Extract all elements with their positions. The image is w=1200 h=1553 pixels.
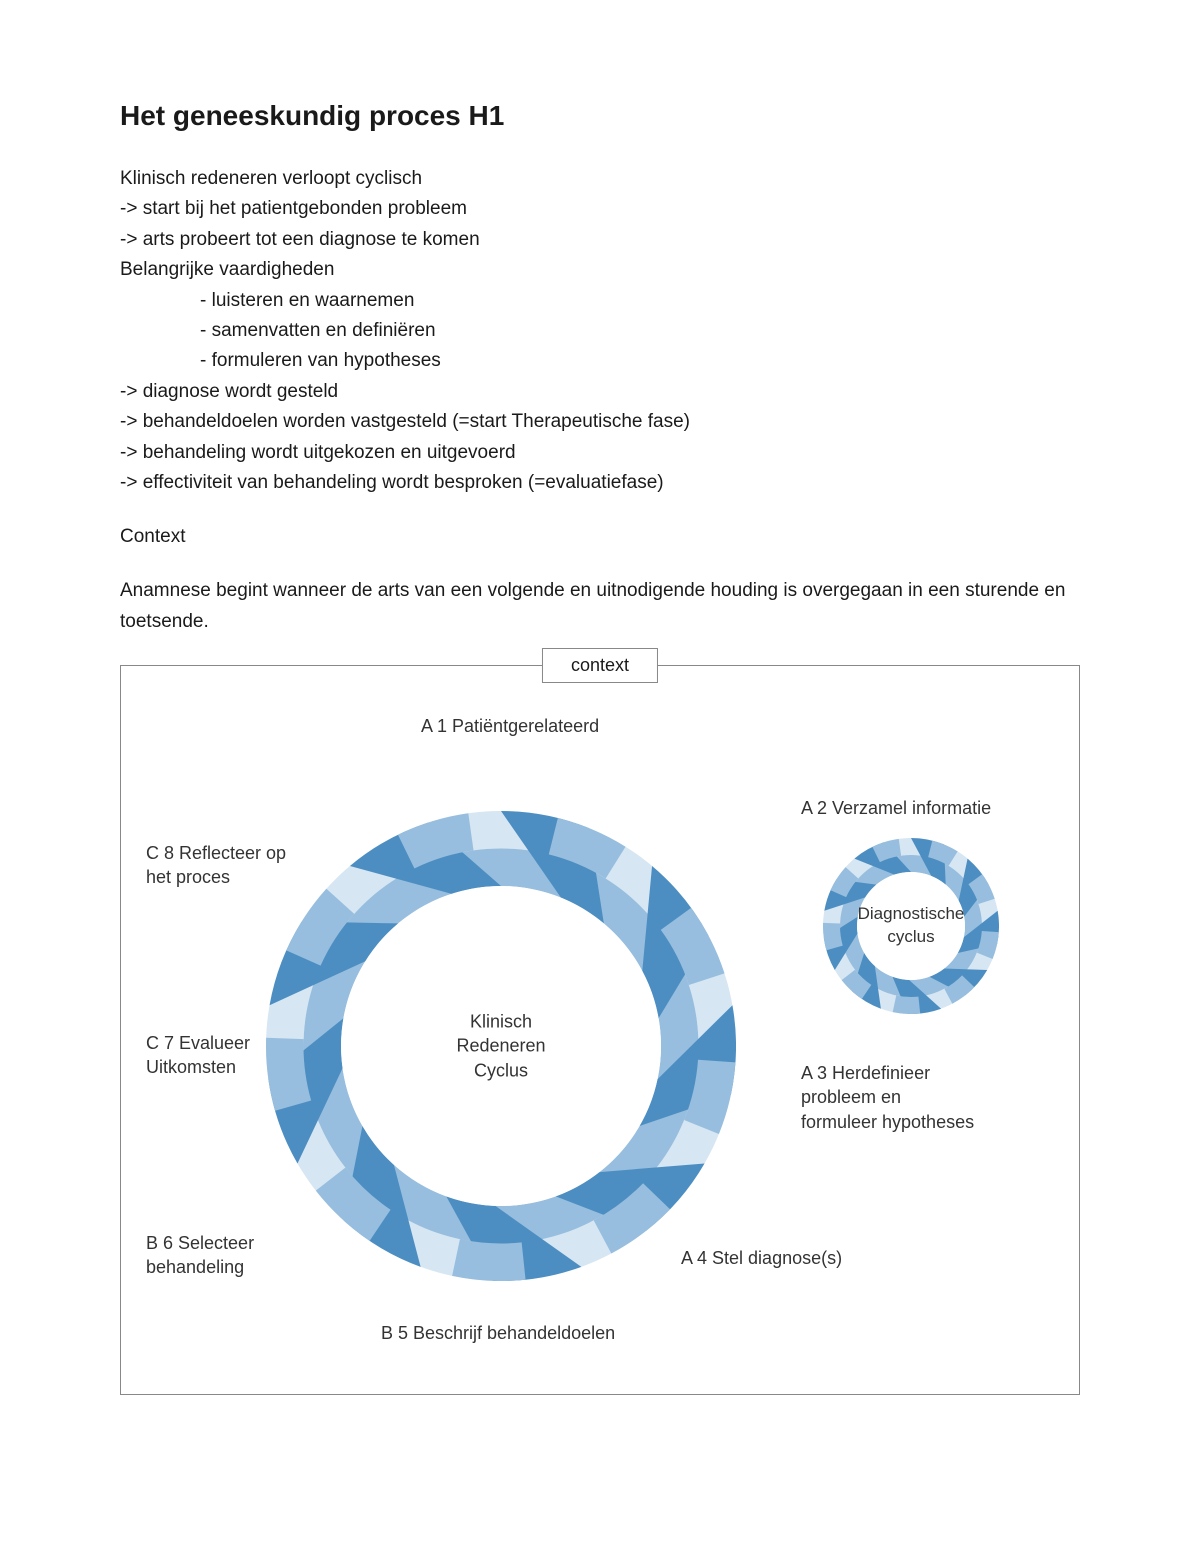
main-ring-center-label: Klinisch Redeneren Cyclus [456, 1010, 545, 1083]
main-ring: Klinisch Redeneren Cyclus [266, 811, 736, 1281]
label-line: B 6 Selecteer [146, 1233, 254, 1253]
label-a1: A 1 Patiëntgerelateerd [421, 714, 599, 738]
line: -> behandeldoelen worden vastgesteld (=s… [120, 407, 1080, 437]
label-line: A 3 Herdefinieer [801, 1063, 930, 1083]
label-line: C 7 Evalueer [146, 1033, 250, 1053]
small-ring-center-label: Diagnostische cyclus [858, 903, 965, 949]
center-line: cyclus [887, 927, 934, 946]
label-a4: A 4 Stel diagnose(s) [681, 1246, 842, 1270]
label-line: formuleer hypotheses [801, 1112, 974, 1132]
label-a3: A 3 Herdefinieer probleem en formuleer h… [801, 1061, 974, 1134]
anamnese-text: Anamnese begint wanneer de arts van een … [120, 576, 1080, 637]
center-line: Cyclus [474, 1060, 528, 1080]
center-line: Redeneren [456, 1036, 545, 1056]
line: - samenvatten en definiëren [120, 316, 1080, 346]
label-line: Uitkomsten [146, 1057, 236, 1077]
small-ring: Diagnostische cyclus [823, 838, 999, 1014]
label-b5: B 5 Beschrijf behandeldoelen [381, 1321, 615, 1345]
context-tab: context [542, 648, 658, 683]
line: -> behandeling wordt uitgekozen en uitge… [120, 438, 1080, 468]
label-c8: C 8 Reflecteer op het proces [146, 841, 286, 890]
center-line: Diagnostische [858, 904, 965, 923]
label-b6: B 6 Selecteer behandeling [146, 1231, 254, 1280]
page-title: Het geneeskundig proces H1 [120, 100, 1080, 132]
line: - formuleren van hypotheses [120, 346, 1080, 376]
center-line: Klinisch [470, 1012, 532, 1032]
intro-text: Klinisch redeneren verloopt cyclisch -> … [120, 164, 1080, 498]
label-line: probleem en [801, 1087, 901, 1107]
label-line: C 8 Reflecteer op [146, 843, 286, 863]
line: Klinisch redeneren verloopt cyclisch [120, 164, 1080, 194]
line: -> diagnose wordt gesteld [120, 377, 1080, 407]
line: Belangrijke vaardigheden [120, 255, 1080, 285]
line: -> arts probeert tot een diagnose te kom… [120, 225, 1080, 255]
label-line: behandeling [146, 1257, 244, 1277]
line: -> effectiviteit van behandeling wordt b… [120, 468, 1080, 498]
line: -> start bij het patientgebonden problee… [120, 194, 1080, 224]
label-a2: A 2 Verzamel informatie [801, 796, 991, 820]
label-line: het proces [146, 867, 230, 887]
cycle-diagram: context Klinisch Redeneren Cyclus Diagno… [120, 665, 1080, 1395]
context-heading: Context [120, 526, 1080, 548]
line: - luisteren en waarnemen [120, 286, 1080, 316]
label-c7: C 7 Evalueer Uitkomsten [146, 1031, 250, 1080]
